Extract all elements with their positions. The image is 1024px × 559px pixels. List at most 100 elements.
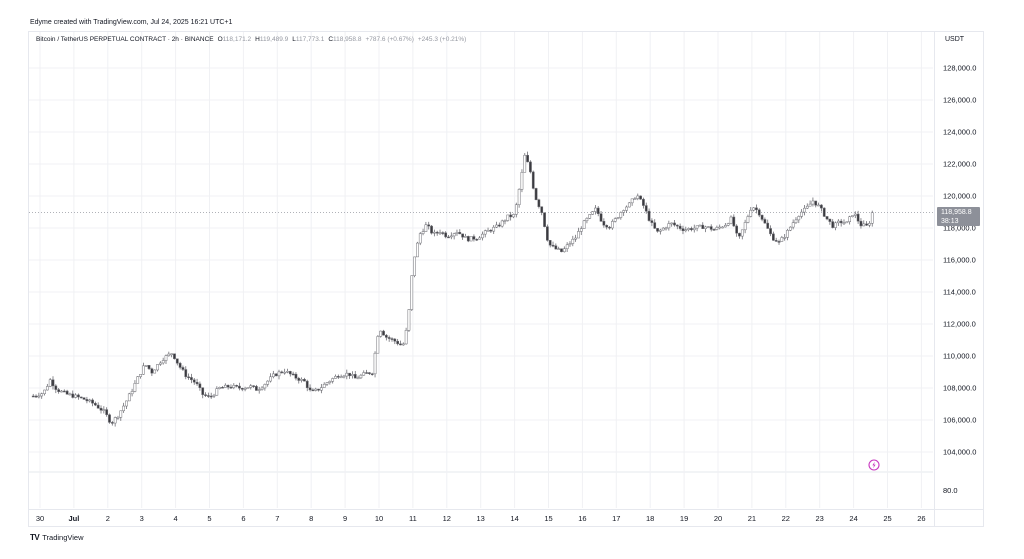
candle-body — [288, 371, 292, 375]
candle — [656, 228, 659, 233]
candle — [642, 197, 645, 209]
candle-body — [416, 242, 419, 258]
candle — [811, 197, 815, 207]
candle — [130, 388, 134, 397]
candle — [738, 232, 741, 239]
candle — [74, 393, 77, 399]
candle — [336, 374, 340, 379]
candle — [195, 378, 199, 386]
candle-body — [240, 388, 244, 390]
candle-body — [136, 376, 140, 384]
x-tick-label: 16 — [578, 514, 586, 523]
candle — [136, 376, 140, 384]
candle-body — [859, 220, 863, 227]
y-tick-label: 128,000.0 — [943, 64, 976, 73]
candle-body — [534, 188, 538, 200]
candle-body — [591, 211, 594, 215]
candle-body — [175, 358, 179, 364]
candle — [540, 206, 544, 216]
footer-brand[interactable]: TV TradingView — [30, 533, 84, 542]
candle-body — [94, 402, 97, 406]
candle — [548, 240, 552, 248]
candle — [723, 222, 727, 228]
candle — [503, 219, 507, 225]
candle — [469, 236, 473, 242]
symbol-title[interactable]: Bitcoin / TetherUS PERPETUAL CONTRACT · … — [36, 36, 214, 43]
candle-body — [57, 389, 60, 392]
candle — [105, 407, 109, 417]
candle — [122, 402, 125, 413]
candle-body — [150, 368, 154, 374]
candle-body — [305, 380, 309, 389]
x-tick-label: 8 — [309, 514, 313, 523]
candle — [303, 377, 306, 382]
candle — [320, 383, 323, 394]
candle — [574, 234, 577, 242]
candle — [305, 379, 309, 392]
candle-body — [692, 227, 696, 231]
candle — [433, 229, 436, 237]
candle-body — [842, 222, 846, 225]
candle-body — [144, 365, 148, 367]
candle — [814, 200, 818, 208]
candle-body — [226, 384, 230, 388]
candle — [659, 228, 662, 235]
candle-body — [797, 216, 801, 221]
candle — [34, 394, 38, 399]
candle — [862, 220, 866, 227]
candle — [322, 382, 326, 388]
candle-body — [752, 207, 755, 211]
candle — [133, 380, 137, 393]
candle-body — [732, 216, 736, 227]
x-tick-label: 4 — [174, 514, 178, 523]
currency-label[interactable]: USDT — [945, 36, 965, 43]
candle-body — [291, 373, 295, 376]
candle — [345, 369, 349, 380]
candle — [769, 225, 772, 237]
candle-body — [458, 232, 462, 235]
candle-body — [370, 373, 374, 375]
y-tick-label: 126,000.0 — [943, 96, 976, 105]
candle-body — [856, 213, 860, 222]
candle — [85, 396, 89, 404]
candle-body — [820, 204, 823, 209]
candle-body — [311, 389, 315, 392]
candle — [382, 329, 385, 336]
candle — [407, 309, 411, 332]
x-tick-label: 6 — [241, 514, 245, 523]
y-tick-label: 106,000.0 — [943, 416, 976, 425]
candle-body — [82, 397, 86, 400]
candle-body — [401, 343, 405, 346]
candle — [362, 370, 366, 376]
candle-body — [543, 212, 546, 227]
candle — [167, 351, 171, 357]
candle — [249, 383, 253, 390]
candle — [839, 218, 843, 227]
y-tick-label: 112,000.0 — [943, 320, 976, 329]
candle — [594, 205, 597, 215]
low-label: L — [292, 36, 296, 43]
x-tick-label: 12 — [443, 514, 451, 523]
candle — [399, 340, 402, 346]
candle-body — [712, 229, 716, 231]
candle-body — [207, 395, 210, 397]
candle-body — [701, 224, 705, 229]
candle-body — [184, 369, 188, 378]
candle — [308, 384, 312, 392]
candle — [616, 217, 620, 220]
candle — [653, 219, 657, 230]
candle-body — [596, 207, 600, 214]
alert-icon[interactable] — [868, 458, 880, 471]
x-tick-label: 9 — [343, 514, 347, 523]
candle-body — [43, 389, 46, 394]
candle — [746, 214, 750, 224]
candle-body — [526, 154, 529, 163]
candle — [252, 385, 255, 388]
candle-body — [639, 195, 642, 200]
candle-body — [133, 383, 137, 392]
candle — [413, 256, 416, 278]
candle-body — [399, 343, 402, 346]
candle-body — [608, 226, 611, 229]
candle-body — [848, 216, 851, 222]
